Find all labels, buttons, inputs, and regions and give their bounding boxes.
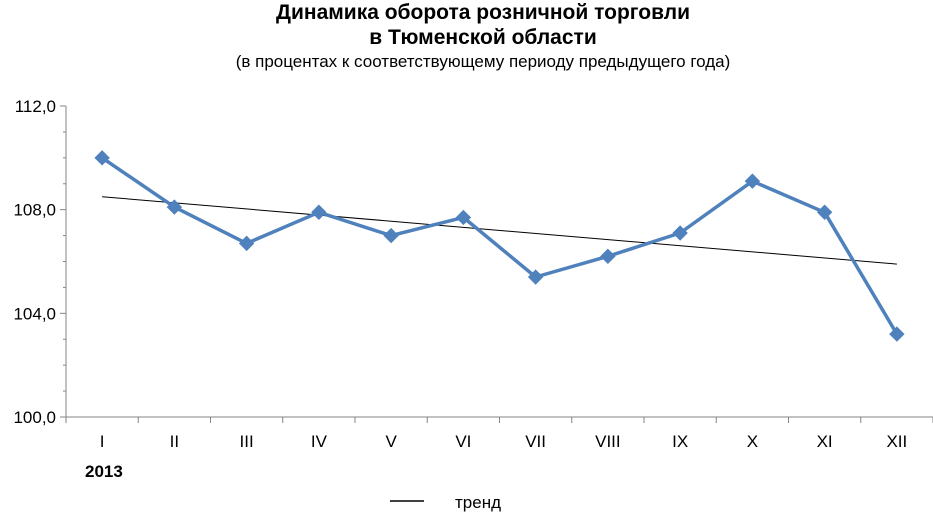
x-tick-label: IX xyxy=(672,432,688,451)
y-tick-label: 100,0 xyxy=(13,408,56,427)
data-point-marker xyxy=(527,269,544,285)
chart-title-line-1: Динамика оборота розничной торговли xyxy=(276,1,690,24)
category-group-label: 2013 xyxy=(85,462,123,481)
x-tick-label: IV xyxy=(311,432,328,451)
x-tick-label: II xyxy=(170,432,179,451)
x-tick-label: V xyxy=(385,432,397,451)
chart-subtitle: (в процентах к соответствующему периоду … xyxy=(236,52,731,71)
data-point-marker xyxy=(94,150,110,166)
data-point-marker xyxy=(383,227,399,244)
data-point-marker xyxy=(600,248,616,265)
chart-axes xyxy=(60,105,933,423)
x-tick-label: VII xyxy=(525,432,546,451)
chart-titles: Динамика оборота розничной торговли в Тю… xyxy=(236,1,731,71)
data-point-marker xyxy=(455,209,472,226)
trend-layer xyxy=(102,196,897,265)
data-point-marker xyxy=(672,225,688,241)
y-tick-label: 104,0 xyxy=(13,304,56,323)
x-tick-label: III xyxy=(240,432,254,451)
data-point-marker xyxy=(238,235,255,252)
x-tick-label: XII xyxy=(886,432,907,451)
y-tick-label: 112,0 xyxy=(15,97,56,116)
chart-legend: тренд xyxy=(390,493,501,512)
x-tick-label: VI xyxy=(455,432,471,451)
x-tick-label: XI xyxy=(817,432,833,451)
chart-title-line-2: в Тюменской области xyxy=(369,26,597,49)
data-point-marker xyxy=(744,173,761,189)
y-tick-label: 108,0 xyxy=(13,201,56,220)
data-point-marker xyxy=(889,326,905,342)
trend-line xyxy=(102,196,897,265)
series-layer xyxy=(94,150,905,342)
legend-trend-label: тренд xyxy=(455,493,501,512)
data-point-marker xyxy=(311,204,327,220)
x-tick-label: I xyxy=(100,432,105,451)
data-point-marker xyxy=(816,204,833,220)
data-point-marker xyxy=(166,199,183,215)
series-line xyxy=(100,156,899,336)
x-tick-label: VIII xyxy=(595,432,621,451)
x-tick-label: X xyxy=(747,432,758,451)
